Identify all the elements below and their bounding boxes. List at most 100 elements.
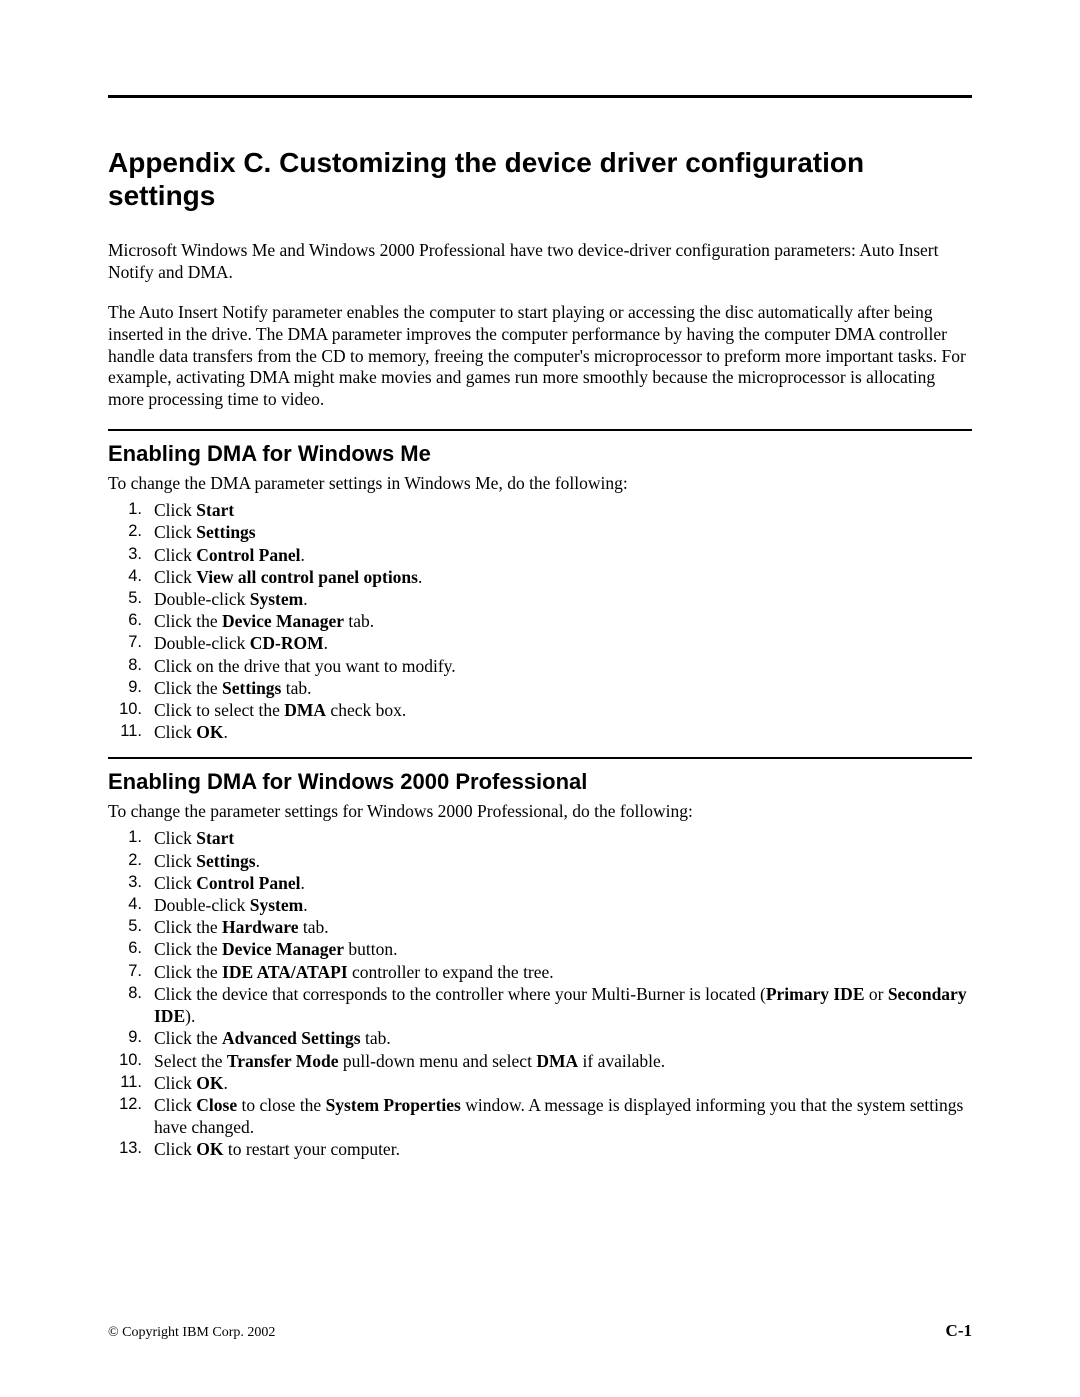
step-number: 12.: [108, 1094, 142, 1115]
step-number: 7.: [108, 632, 142, 653]
bold-text: Settings: [222, 678, 281, 698]
step-text: Click: [154, 1073, 196, 1093]
step-number: 13.: [108, 1138, 142, 1159]
step-number: 3.: [108, 544, 142, 565]
bold-text: Hardware: [222, 917, 298, 937]
step-number: 10.: [108, 1050, 142, 1071]
bold-text: System: [250, 895, 303, 915]
step-item: 8.Click the device that corresponds to t…: [144, 983, 972, 1027]
bold-text: View all control panel options: [196, 567, 418, 587]
step-text: tab.: [281, 678, 311, 698]
intro-paragraph-2: The Auto Insert Notify parameter enables…: [108, 302, 972, 411]
step-text: ).: [185, 1006, 195, 1026]
bold-text: Primary IDE: [766, 984, 865, 1004]
bold-text: IDE ATA/ATAPI: [222, 962, 348, 982]
step-text: pull-down menu and select: [339, 1051, 537, 1071]
step-text: .: [224, 722, 228, 742]
step-text: Click to select the: [154, 700, 284, 720]
step-text: Click: [154, 873, 196, 893]
bold-text: System: [250, 589, 303, 609]
step-number: 11.: [108, 1072, 142, 1093]
bold-text: CD-ROM: [250, 633, 324, 653]
step-item: 6.Click the Device Manager button.: [144, 938, 972, 960]
step-number: 9.: [108, 677, 142, 698]
step-item: 9.Click the Settings tab.: [144, 677, 972, 699]
step-text: Click the: [154, 939, 222, 959]
step-text: .: [303, 589, 307, 609]
step-text: tab.: [299, 917, 329, 937]
step-text: button.: [344, 939, 397, 959]
step-item: 12.Click Close to close the System Prope…: [144, 1094, 972, 1138]
step-item: 8.Click on the drive that you want to mo…: [144, 655, 972, 677]
bold-text: Device Manager: [222, 939, 344, 959]
page-number: C-1: [946, 1321, 972, 1341]
step-number: 8.: [108, 655, 142, 676]
bold-text: Advanced Settings: [222, 1028, 361, 1048]
step-number: 8.: [108, 983, 142, 1004]
step-item: 2.Click Settings.: [144, 850, 972, 872]
step-text: Click the: [154, 678, 222, 698]
bold-text: Start: [196, 828, 234, 848]
step-text: to restart your computer.: [224, 1139, 400, 1159]
step-text: Click: [154, 851, 196, 871]
step-text: Double-click: [154, 589, 250, 609]
step-number: 2.: [108, 521, 142, 542]
step-item: 3.Click Control Panel.: [144, 872, 972, 894]
step-number: 5.: [108, 588, 142, 609]
step-item: 11.Click OK.: [144, 1072, 972, 1094]
bold-text: OK: [196, 1139, 223, 1159]
step-text: .: [418, 567, 422, 587]
steps-list: 1.Click Start2. Click Settings 3.Click Con…: [108, 499, 972, 743]
step-number: 6.: [108, 938, 142, 959]
step-number: 2.: [108, 850, 142, 871]
step-text: tab.: [344, 611, 374, 631]
step-item: 3.Click Control Panel.: [144, 544, 972, 566]
step-item: 11.Click OK.: [144, 721, 972, 743]
step-text: Click on the drive that you want to modi…: [154, 656, 456, 676]
step-number: 4.: [108, 566, 142, 587]
section-rule: [108, 429, 972, 431]
step-number: 5.: [108, 916, 142, 937]
step-text: if available.: [578, 1051, 665, 1071]
bold-text: Close: [196, 1095, 237, 1115]
step-text: Click the: [154, 962, 222, 982]
section-intro: To change the DMA parameter settings in …: [108, 473, 972, 495]
step-number: 11.: [108, 721, 142, 742]
step-text: Click the device that corresponds to the…: [154, 984, 766, 1004]
step-number: 9.: [108, 1027, 142, 1048]
step-text: Click the: [154, 917, 222, 937]
step-item: 7.Double-click CD-ROM.: [144, 632, 972, 654]
bold-text: DMA: [536, 1051, 578, 1071]
step-item: 5.Click the Hardware tab.: [144, 916, 972, 938]
step-text: tab.: [361, 1028, 391, 1048]
bold-text: DMA: [284, 700, 326, 720]
page-title: Appendix C. Customizing the device drive…: [108, 146, 972, 212]
step-item: 1.Click Start: [144, 827, 972, 849]
step-text: Click the: [154, 1028, 222, 1048]
step-text: Click: [154, 1139, 196, 1159]
steps-list: 1.Click Start2.Click Settings.3.Click Co…: [108, 827, 972, 1160]
page-footer: © Copyright IBM Corp. 2002 C-1: [108, 1321, 972, 1341]
step-item: 10.Select the Transfer Mode pull-down me…: [144, 1050, 972, 1072]
step-item: 9.Click the Advanced Settings tab.: [144, 1027, 972, 1049]
step-number: 3.: [108, 872, 142, 893]
step-text: controller to expand the tree.: [348, 962, 554, 982]
step-text: or: [865, 984, 888, 1004]
step-item: 7.Click the IDE ATA/ATAPI controller to …: [144, 961, 972, 983]
step-text: .: [224, 1073, 228, 1093]
step-item: 4.Click View all control panel options.: [144, 566, 972, 588]
step-text: Click the: [154, 611, 222, 631]
bold-text: Device Manager: [222, 611, 344, 631]
step-number: 6.: [108, 610, 142, 631]
step-text: Double-click: [154, 633, 250, 653]
step-number: 1.: [108, 827, 142, 848]
step-text: Click: [154, 522, 196, 542]
intro-paragraph-1: Microsoft Windows Me and Windows 2000 Pr…: [108, 240, 972, 284]
step-text: Click: [154, 722, 196, 742]
step-text: .: [303, 895, 307, 915]
step-item: 4.Double-click System.: [144, 894, 972, 916]
step-text: check box.: [326, 700, 406, 720]
step-text: to close the: [237, 1095, 325, 1115]
step-item: 1.Click Start: [144, 499, 972, 521]
section-heading: Enabling DMA for Windows 2000 Profession…: [108, 769, 972, 795]
